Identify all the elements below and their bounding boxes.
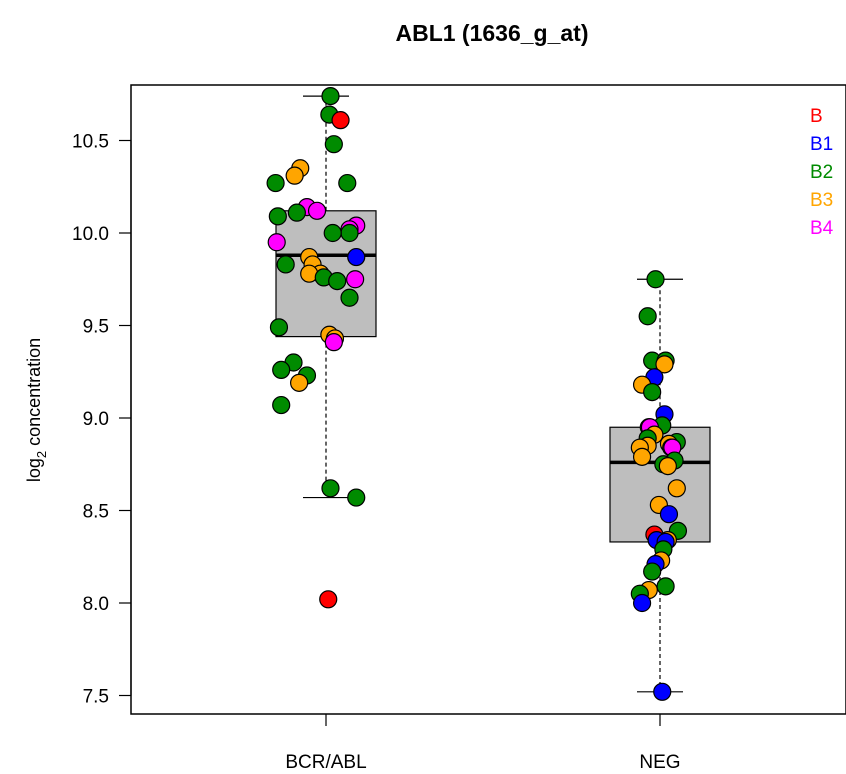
data-point: [323, 223, 342, 243]
data-point: [287, 203, 306, 222]
data-point: [324, 135, 343, 154]
data-point: [658, 457, 677, 476]
data-point: [307, 201, 327, 220]
data-point: [340, 223, 359, 243]
chart-title: ABL1 (1636_g_at): [395, 20, 588, 46]
y-tick-label: 8.5: [83, 502, 109, 523]
x-tick-label: BCR/ABL: [285, 752, 366, 773]
data-point: [643, 383, 662, 402]
y-axis-label-main: log: [24, 458, 44, 482]
data-point: [268, 207, 287, 226]
y-axis: 7.5 8.0 8.5 9.0 9.5 10.0 10.5: [72, 132, 132, 708]
data-point: [269, 318, 289, 337]
y-tick-label: 9.0: [83, 409, 109, 430]
x-axis: BCR/ABL NEG: [285, 714, 681, 773]
legend: B B1 B2 B3 B4: [810, 106, 834, 239]
data-point: [347, 247, 366, 267]
legend-entry-b: B: [810, 106, 823, 127]
y-tick-label: 10.0: [72, 224, 109, 245]
data-point: [667, 479, 686, 498]
data-point: [272, 395, 291, 415]
data-point: [632, 447, 652, 466]
data-point: [324, 333, 343, 352]
y-tick-label: 9.5: [83, 317, 109, 338]
data-point: [643, 562, 662, 581]
y-tick-label: 7.5: [83, 687, 109, 708]
box-iqr: [609, 426, 711, 543]
y-axis-label-rest: concentration: [24, 338, 44, 451]
data-point: [272, 360, 291, 379]
data-point: [266, 173, 285, 193]
data-point: [632, 593, 652, 613]
data-point: [646, 270, 665, 289]
data-point: [321, 479, 340, 498]
legend-entry-b3: B3: [810, 190, 833, 211]
data-point: [276, 255, 295, 274]
legend-entry-b2: B2: [810, 162, 833, 183]
data-point: [321, 86, 340, 106]
data-point: [659, 505, 679, 524]
y-tick-label: 10.5: [72, 132, 109, 153]
data-point: [267, 233, 286, 252]
data-point: [653, 682, 672, 701]
data-point: [319, 590, 338, 609]
data-points: [266, 86, 688, 701]
x-tick-label: NEG: [639, 752, 680, 773]
data-point: [285, 166, 304, 185]
data-point: [328, 272, 347, 291]
data-point: [655, 355, 674, 374]
data-point: [638, 307, 657, 326]
data-point: [290, 373, 309, 392]
data-point: [347, 488, 366, 507]
y-axis-label-subscript: 2: [34, 451, 49, 458]
plot-frame: [130, 84, 846, 715]
data-point: [331, 111, 350, 130]
box-neg: [609, 278, 711, 693]
box-bcr-abl: [275, 95, 377, 499]
y-axis-label: log2 concentration: [24, 338, 49, 482]
boxes: [275, 95, 711, 693]
data-point: [340, 288, 359, 307]
data-point: [338, 173, 357, 193]
legend-entry-b4: B4: [810, 218, 834, 239]
legend-entry-b1: B1: [810, 134, 833, 155]
y-tick-label: 8.0: [83, 594, 109, 615]
data-point: [656, 577, 675, 596]
data-point: [346, 270, 365, 289]
